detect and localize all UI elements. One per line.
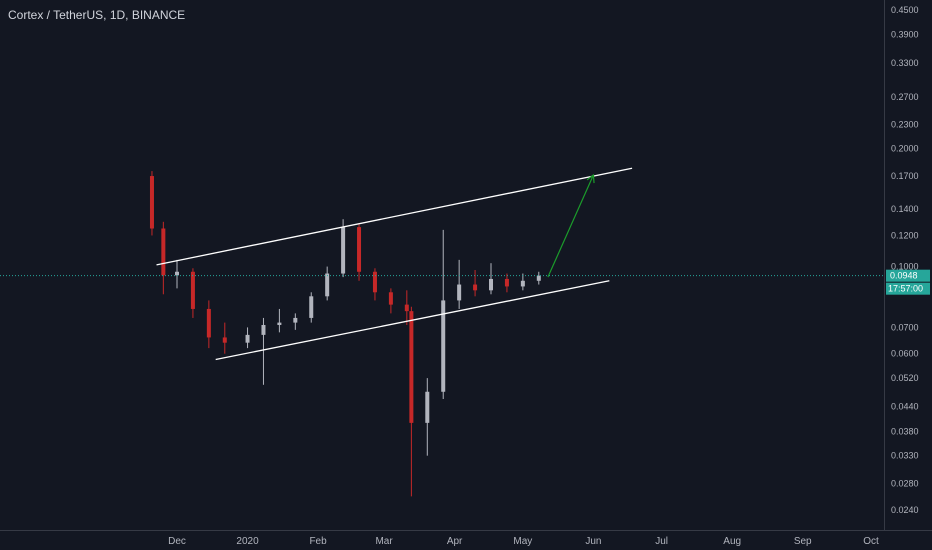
current-price-badge [886,269,930,282]
candle-body [536,275,541,281]
candle-body [504,278,509,287]
candle-body [372,271,377,293]
candle-body [473,284,478,291]
candle-body [409,311,414,423]
x-tick-label: May [513,536,532,547]
y-tick-label: 0.0240 [891,505,919,515]
candle-body [222,337,227,343]
y-tick-label: 0.0440 [891,402,919,412]
y-tick-label: 0.0700 [891,322,919,332]
chart-title: Cortex / TetherUS, 1D, BINANCE [8,8,186,22]
candle-body [457,284,462,301]
x-tick-label: Sep [794,536,812,547]
candle-body [520,280,525,287]
channel-upper-line [156,167,633,266]
candle-body [293,317,298,323]
candle-body [325,273,330,297]
candle-body [404,304,409,312]
y-tick-label: 0.0330 [891,451,919,461]
y-tick-label: 0.3300 [891,58,919,68]
x-tick-label: Jul [655,536,668,547]
x-tick-label: Mar [375,536,393,547]
candle-body [425,391,430,423]
candle-timer-badge [886,282,930,295]
candle-body [341,227,346,274]
y-tick-label: 0.1700 [891,171,919,181]
y-tick-label: 0.2700 [891,92,919,102]
channel-lower-line [215,280,610,361]
current-price-value: 0.0948 [890,271,918,281]
y-tick-label: 0.1400 [891,204,919,214]
x-tick-label: Feb [309,536,327,547]
candle-body [190,271,195,309]
candle-body [277,322,282,325]
x-tick-label: 2020 [236,536,259,547]
y-tick-label: 0.3900 [891,29,919,39]
x-tick-label: Apr [447,536,463,547]
y-tick-label: 0.4500 [891,5,919,15]
x-tick-label: Oct [863,536,879,547]
y-tick-label: 0.2300 [891,119,919,129]
candle-body [245,334,250,343]
candle-body [161,228,166,276]
candle-body [441,300,446,392]
candle-body [149,176,154,229]
y-tick-label: 0.0380 [891,427,919,437]
candle-body [388,292,393,305]
candle-body [357,227,362,272]
drawings-layer [156,167,633,361]
projection-arrowhead [586,173,595,184]
x-tick-label: Aug [723,536,741,547]
price-axis[interactable]: 0.4500 0.3900 0.3300 0.2700 0.2300 0.2000 0.17… [891,5,919,515]
y-tick-label: 0.1000 [891,262,919,272]
y-tick-label: 0.0520 [891,373,919,383]
y-tick-label: 0.0280 [891,479,919,489]
candle-body [206,308,211,338]
candle-timer-value: 17:57:00 [888,284,923,294]
y-tick-label: 0.1200 [891,230,919,240]
time-axis[interactable]: Dec 2020 Feb Mar Apr May Jun Jul Aug Sep Oct [168,536,879,547]
candles-layer [149,171,541,497]
candle-body [175,271,179,276]
projection-arrow-line [547,174,594,278]
x-tick-label: Dec [168,536,186,547]
y-tick-label: 0.0600 [891,349,919,359]
price-badge: 0.0948 17:57:00 [886,269,930,295]
x-tick-label: Jun [585,536,601,547]
candle-body [489,278,494,291]
candle-body [261,324,266,335]
y-tick-label: 0.2000 [891,143,919,153]
candle-body [309,296,314,318]
